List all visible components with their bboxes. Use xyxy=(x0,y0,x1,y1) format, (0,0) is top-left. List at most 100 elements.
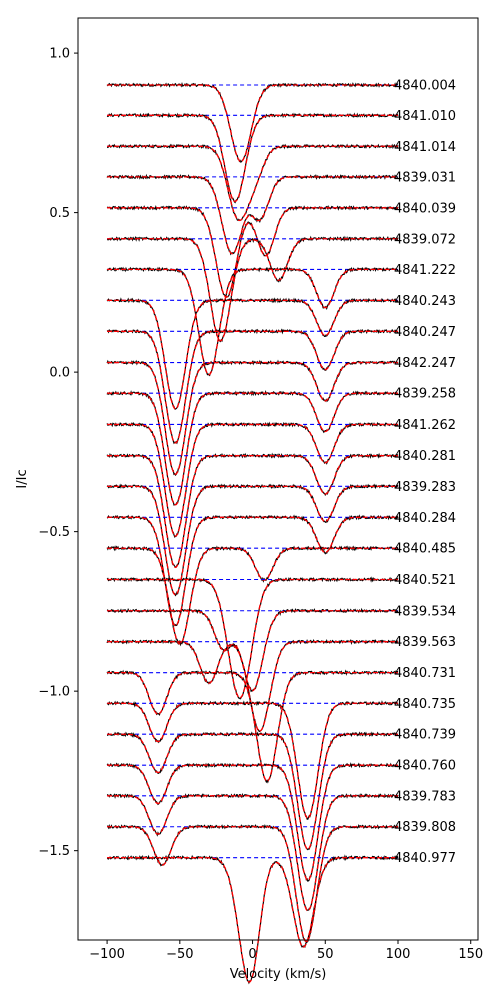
observed-profile xyxy=(106,792,399,912)
fit-profile xyxy=(107,176,398,255)
spectrum-4840.039: 4840.039 xyxy=(106,201,456,298)
spectrum-4842.247: 4842.247 xyxy=(106,356,456,476)
observed-profile xyxy=(106,854,399,985)
y-tick-label: 0.5 xyxy=(49,206,70,221)
spectrum-label: 4839.031 xyxy=(394,170,456,185)
spectrum-4839.258: 4839.258 xyxy=(106,387,456,506)
spectrum-4840.735: 4840.735 xyxy=(106,697,456,820)
spectrum-4840.521: 4840.521 xyxy=(106,573,456,700)
fit-profile xyxy=(107,795,398,912)
observed-profile xyxy=(106,607,399,693)
spectrum-4839.283: 4839.283 xyxy=(106,480,456,597)
spectrum-label: 4840.521 xyxy=(394,573,456,588)
observed-profile xyxy=(106,266,399,377)
spectrum-label: 4839.563 xyxy=(394,635,456,650)
fit-profile xyxy=(107,672,398,782)
observed-profile xyxy=(106,235,399,343)
spectrum-4841.222: 4841.222 xyxy=(106,263,456,377)
spectrum-4840.760: 4840.760 xyxy=(106,759,456,882)
spectrum-label: 4839.783 xyxy=(394,789,456,804)
spectrum-4840.247: 4840.247 xyxy=(106,325,456,445)
spectrum-4840.739: 4840.739 xyxy=(106,728,456,851)
spectrum-label: 4840.739 xyxy=(394,728,456,743)
spectrum-label: 4840.004 xyxy=(394,78,456,93)
x-tick-label: 0 xyxy=(248,947,256,962)
fit-profile xyxy=(107,299,398,410)
fit-profile xyxy=(107,764,398,881)
y-axis-title: I/Ic xyxy=(15,469,30,488)
observed-profile xyxy=(106,514,399,627)
fit-profile xyxy=(107,455,398,569)
spectrum-4839.072: 4839.072 xyxy=(106,232,456,343)
y-tick-label: −1.5 xyxy=(38,844,70,859)
spectrum-label: 4840.485 xyxy=(394,542,456,557)
fit-profile xyxy=(107,268,398,376)
spectrum-label: 4839.808 xyxy=(394,820,456,835)
spectrum-4840.485: 4840.485 xyxy=(106,542,456,647)
fit-profile xyxy=(107,857,398,983)
observed-profile xyxy=(106,762,399,882)
fit-profile xyxy=(107,733,398,850)
x-axis-title: Velocity (km/s) xyxy=(230,967,327,982)
fit-profile xyxy=(107,238,398,342)
spectrum-4841.262: 4841.262 xyxy=(106,418,456,538)
spectrum-label: 4841.222 xyxy=(394,263,456,278)
spectrum-label: 4839.258 xyxy=(394,387,456,402)
fit-profile xyxy=(107,330,398,444)
fit-profile xyxy=(107,392,398,506)
spectrum-label: 4840.039 xyxy=(394,201,456,216)
spectrum-label: 4840.243 xyxy=(394,294,456,309)
spectrum-4840.731: 4840.731 xyxy=(106,666,456,784)
spectrum-label: 4840.977 xyxy=(394,851,456,866)
x-tick-label: 100 xyxy=(386,947,411,962)
fit-profile xyxy=(107,145,398,222)
spectrum-label: 4840.735 xyxy=(394,697,456,712)
spectrum-label: 4840.284 xyxy=(394,511,456,526)
plot-area: 4840.004 4841.010 4841.014 4839.031 4840.039… xyxy=(106,78,456,985)
x-tick-label: 50 xyxy=(317,947,334,962)
spectrum-4839.031: 4839.031 xyxy=(106,170,456,256)
fit-profile xyxy=(107,516,398,627)
spectrum-4839.808: 4839.808 xyxy=(107,820,456,943)
fit-profile xyxy=(107,641,398,732)
observed-profile xyxy=(106,328,399,445)
spectrum-label: 4839.283 xyxy=(394,480,456,495)
observed-profile xyxy=(106,390,399,506)
observed-profile xyxy=(106,421,399,538)
fit-profile xyxy=(107,207,398,298)
y-tick-label: −0.5 xyxy=(38,525,70,540)
spectrum-4841.014: 4841.014 xyxy=(106,140,456,222)
y-tick-label: 1.0 xyxy=(49,47,70,62)
spectrum-label: 4839.534 xyxy=(394,604,456,619)
axes-frame xyxy=(77,17,479,941)
x-tick-label: −100 xyxy=(89,947,125,962)
y-axis: 1.0 0.5 0.0 −0.5 −1.0 −1.5 xyxy=(38,47,78,859)
y-tick-label: 0.0 xyxy=(49,366,70,381)
spectrum-4839.534: 4839.534 xyxy=(106,604,456,693)
spectrum-label: 4840.247 xyxy=(394,325,456,340)
y-tick-label: −1.0 xyxy=(38,685,70,700)
spectrum-4840.004: 4840.004 xyxy=(106,78,456,164)
fit-profile xyxy=(107,361,398,475)
spectrum-4841.010: 4841.010 xyxy=(106,109,456,204)
spectrum-label: 4842.247 xyxy=(394,356,456,371)
spectrum-4840.243: 4840.243 xyxy=(106,294,456,410)
observed-profile xyxy=(106,359,399,476)
observed-profile xyxy=(106,204,399,298)
fit-profile xyxy=(107,702,398,819)
spectrum-label: 4840.731 xyxy=(394,666,456,681)
spectrum-4840.977: 4840.977 xyxy=(106,851,456,985)
fit-profile xyxy=(107,114,398,203)
x-tick-label: −50 xyxy=(166,947,193,962)
fit-profile xyxy=(107,826,398,943)
x-tick-label: 150 xyxy=(458,947,483,962)
fit-profile xyxy=(107,485,398,596)
spectrum-label: 4841.262 xyxy=(394,418,456,433)
spectrum-4840.281: 4840.281 xyxy=(106,449,456,569)
spectrum-4840.284: 4840.284 xyxy=(106,511,456,627)
spectrum-label: 4841.010 xyxy=(394,109,456,124)
observed-profile xyxy=(106,638,399,733)
spectrum-4839.783: 4839.783 xyxy=(106,789,456,912)
spectrum-4839.563: 4839.563 xyxy=(106,635,456,733)
fit-profile xyxy=(107,610,398,692)
